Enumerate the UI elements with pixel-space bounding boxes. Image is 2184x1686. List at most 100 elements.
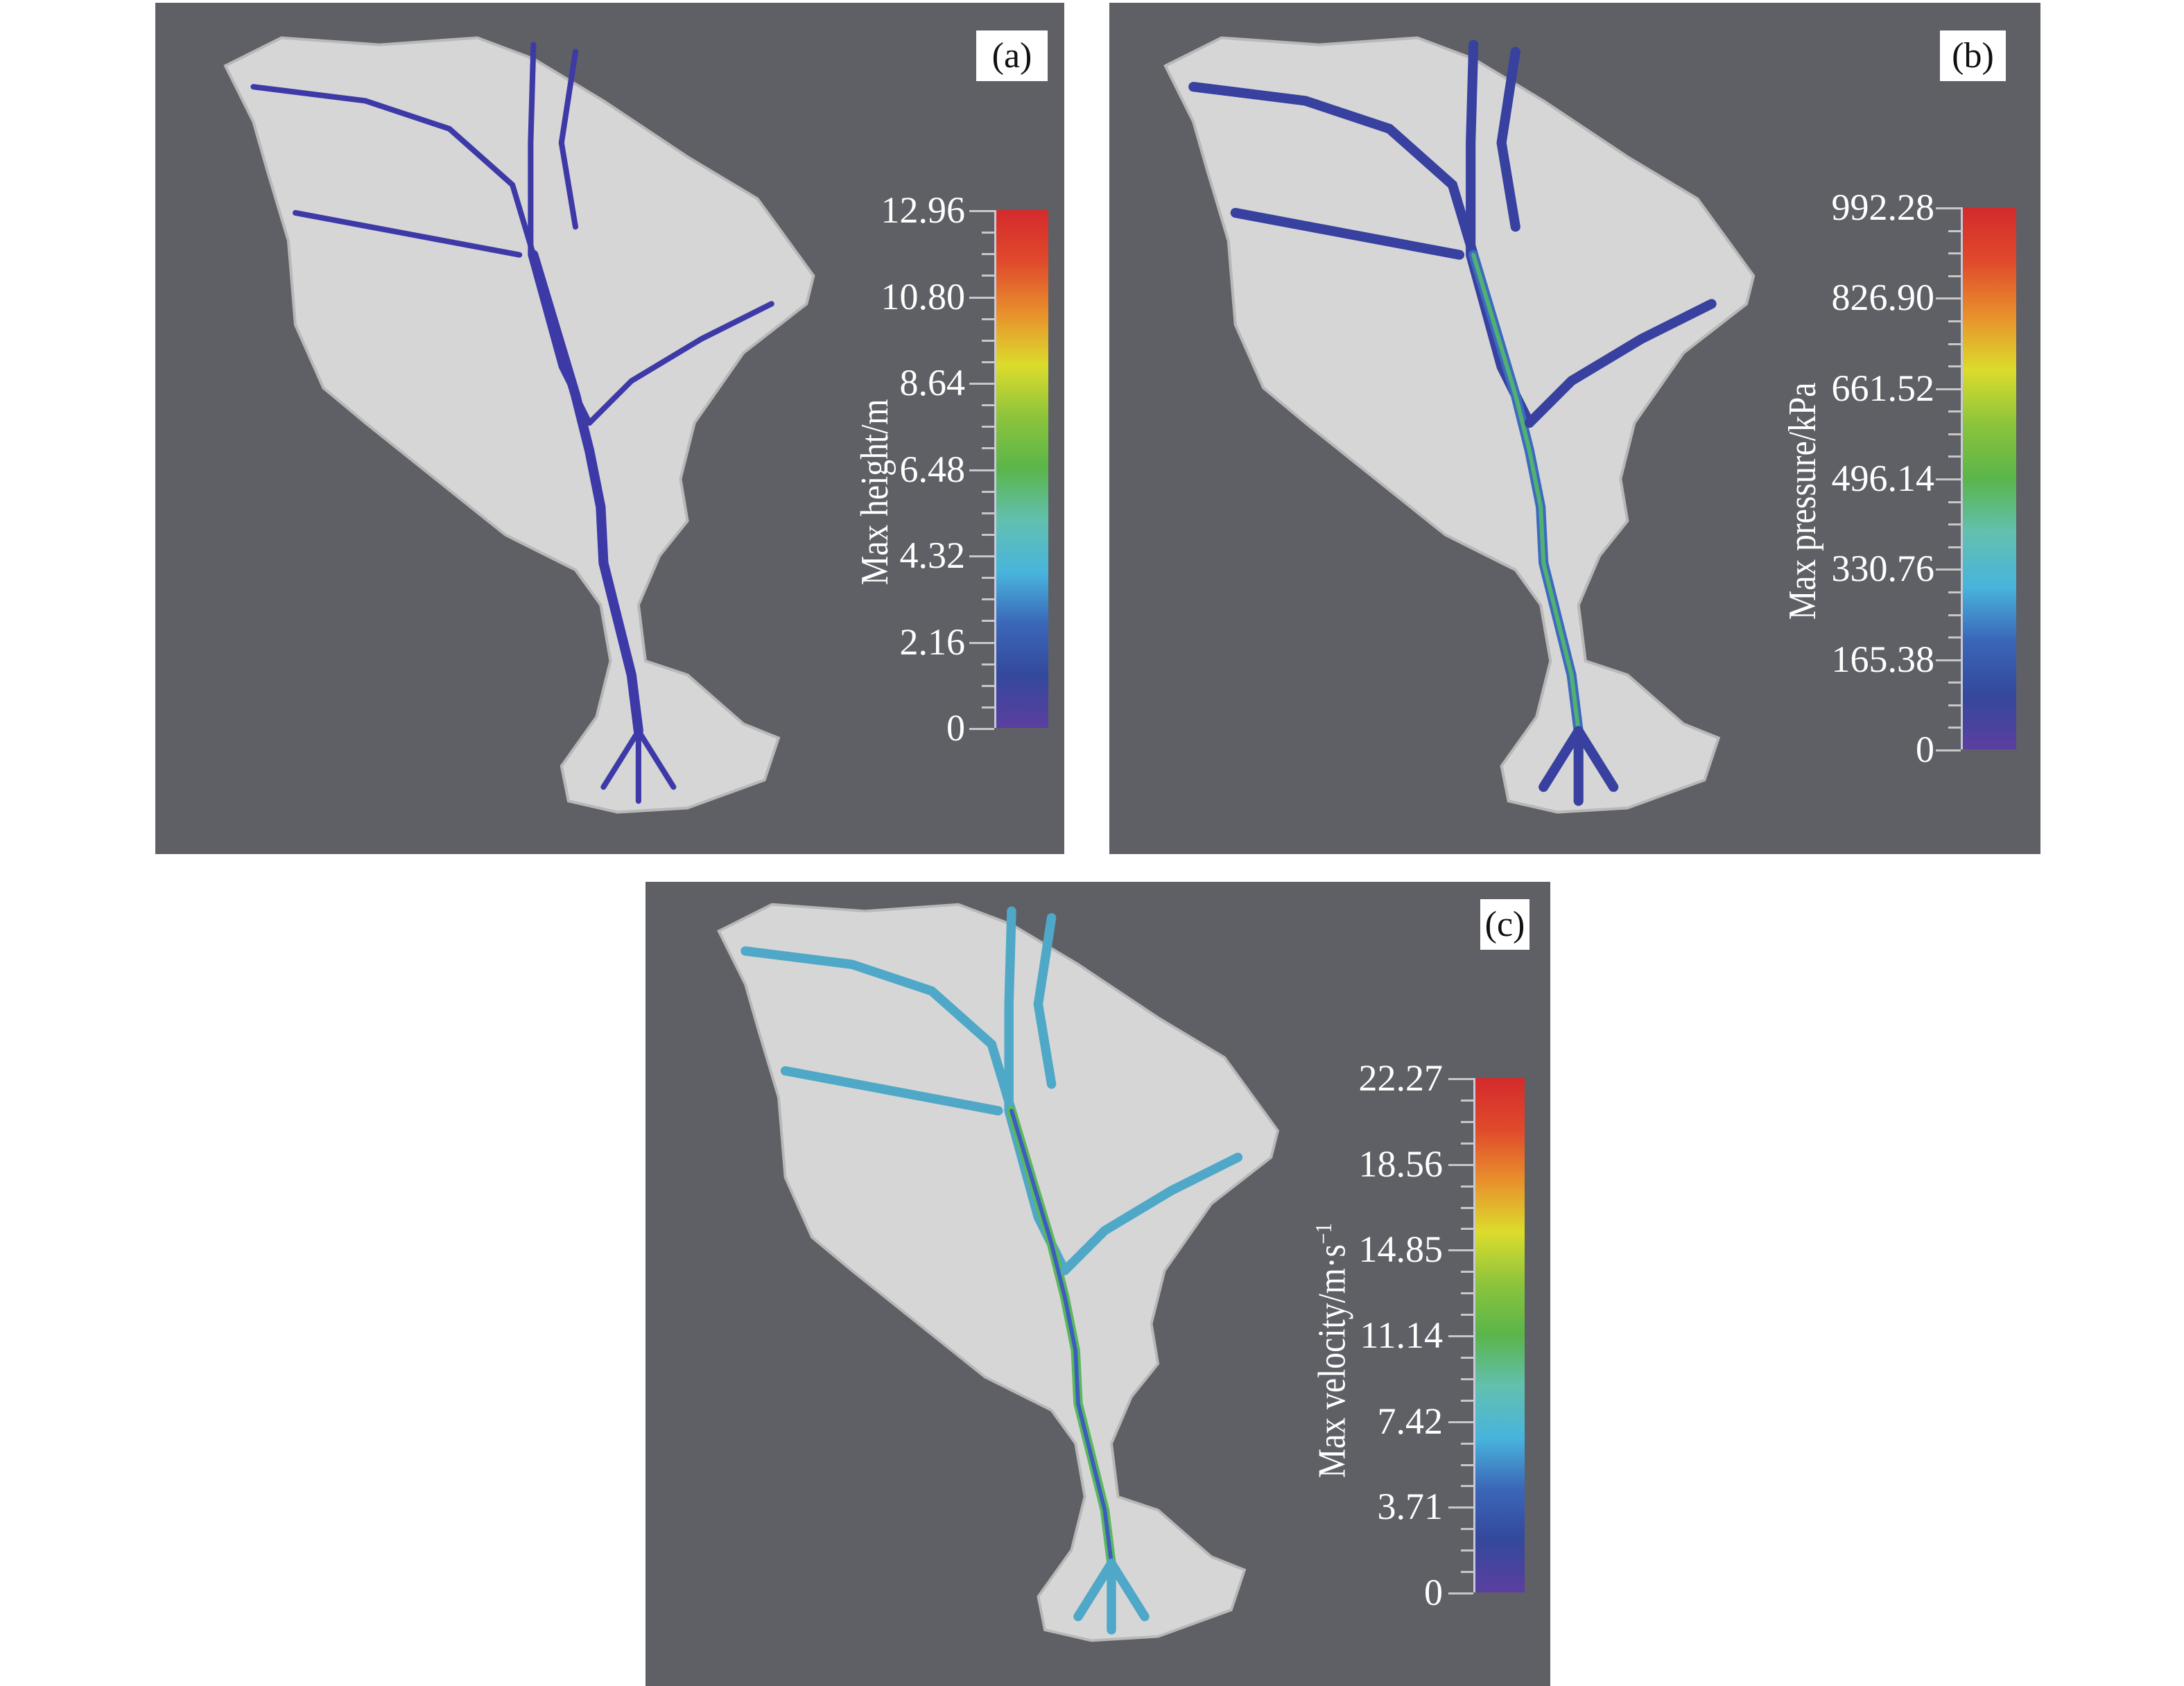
colorbar-tick	[1448, 1335, 1473, 1337]
flow-channel	[292, 209, 523, 258]
panel-a-max-height: (a) 12.96 10.80 8.64 6.48 4.32 2.16 0 Max height…	[155, 3, 1064, 854]
terrain-surface	[717, 903, 1280, 1642]
colorbar-tick	[1948, 410, 1961, 413]
colorbar-tick	[969, 296, 994, 299]
colorbar-tick-label: 3.71	[1377, 1486, 1444, 1528]
colorbar-tick	[1448, 1249, 1473, 1252]
colorbar-tick	[1936, 207, 1961, 209]
flow-channel	[1073, 1558, 1116, 1622]
colorbar-tick	[1948, 704, 1961, 706]
colorbar-tick	[1461, 1228, 1473, 1231]
colorbar-tick	[1461, 1528, 1473, 1531]
colorbar-title: Max pressure/kPa	[1781, 382, 1824, 620]
colorbar-tick	[982, 447, 994, 450]
colorbar-tick	[1936, 388, 1961, 390]
colorbar-tick-label: 10.80	[881, 275, 966, 318]
colorbar-tick	[1461, 1378, 1473, 1380]
colorbar-tick	[1461, 1485, 1473, 1488]
flow-channel	[1230, 207, 1465, 260]
colorbar-tick	[1461, 1206, 1473, 1209]
colorbar-tick	[982, 684, 994, 687]
colorbar-tick	[982, 577, 994, 580]
colorbar-tick	[1448, 1420, 1473, 1423]
colorbar-tick	[969, 641, 994, 644]
colorbar-tick	[1461, 1099, 1473, 1102]
colorbar-tick	[1948, 252, 1961, 255]
flow-channel	[1060, 1152, 1243, 1276]
colorbar-tick	[1448, 1163, 1473, 1166]
colorbar-tick	[1461, 1271, 1473, 1274]
colorbar-tick	[1948, 320, 1961, 322]
flow-channel	[1009, 1109, 1113, 1565]
colorbar-tick-label: 661.52	[1831, 367, 1935, 409]
flow-channel	[1471, 252, 1581, 733]
colorbar-tick	[1948, 365, 1961, 368]
colorbar-tick-label: 496.14	[1831, 458, 1935, 499]
colorbar-tick	[982, 426, 994, 428]
flow-channel	[558, 49, 579, 230]
colorbar-tick	[1461, 1120, 1473, 1123]
colorbar-tick	[1461, 1292, 1473, 1295]
flow-channel	[250, 84, 537, 258]
colorbar-tick	[1448, 1592, 1473, 1594]
colorbar-tick	[1936, 568, 1961, 571]
colorbar-tick-label: 11.14	[1360, 1314, 1444, 1356]
colorbar-tick	[1461, 1549, 1473, 1552]
colorbar-tick	[969, 383, 994, 385]
colorbar-tick	[969, 728, 994, 730]
colorbar-tick	[982, 533, 994, 536]
colorbar-tick	[1461, 1463, 1473, 1466]
colorbar-tick	[1936, 297, 1961, 300]
colorbar-tick	[982, 663, 994, 666]
colorbar-tick-label: 14.85	[1358, 1228, 1444, 1271]
colorbar-tick-label: 6.48	[899, 448, 966, 490]
colorbar-title-text: Max pressure/kPa	[1781, 382, 1824, 620]
colorbar-tick-label: 8.64	[899, 362, 966, 403]
colorbar-tick	[969, 469, 994, 471]
panel-b-max-pressure: (b) 992.28 826.90 661.52 496.14 330.76 165.38 0…	[1109, 3, 2040, 854]
colorbar-tick	[969, 210, 994, 212]
colorbar-tick	[1448, 1506, 1473, 1509]
terrain-surface	[1163, 36, 1756, 814]
colorbar-tick	[982, 253, 994, 256]
colorbar-tick	[1948, 523, 1961, 526]
colorbar-tick	[982, 339, 994, 342]
colorbar-tick	[982, 318, 994, 320]
flow-channel	[587, 301, 774, 426]
colorbar-tick	[1948, 433, 1961, 435]
colorbar-tick-label: 7.42	[1377, 1400, 1444, 1442]
flow-channel	[780, 1066, 1003, 1115]
colorbar-tick	[1461, 1399, 1473, 1402]
colorbar-tick-label: 0	[1916, 729, 1934, 770]
flow-channel	[1033, 913, 1057, 1089]
colorbar-tick-label: 22.27	[1358, 1057, 1444, 1099]
colorbar-tick	[1936, 478, 1961, 480]
colorbar-tick-label: 330.76	[1831, 548, 1935, 590]
panel-label: (a)	[976, 31, 1048, 81]
colorbar-tick	[982, 512, 994, 514]
colorbar-title: Max velocity/m·s−1	[1310, 1223, 1354, 1478]
terrain-map	[1163, 36, 1756, 814]
colorbar-title-text: Max velocity/m·s	[1310, 1244, 1354, 1478]
colorbar-tick	[982, 275, 994, 277]
colorbar-tick	[1461, 1314, 1473, 1316]
colorbar-tick	[1936, 749, 1961, 751]
colorbar-title: Max height/m	[853, 399, 896, 585]
flow-channel	[528, 250, 643, 736]
panel-c-max-velocity: (c) 22.27 18.56 14.85 11.14 7.42 3.71 0 Max velo…	[645, 882, 1550, 1686]
flow-channel	[1573, 726, 1619, 792]
colorbar-title-exponent: −1	[1311, 1223, 1337, 1244]
colorbar-tick	[1936, 659, 1961, 661]
colorbar-tick	[1461, 1571, 1473, 1574]
flow-channel	[600, 728, 641, 790]
colorbar-tick	[1948, 591, 1961, 593]
colorbar-tick	[1948, 614, 1961, 616]
colorbar	[1473, 1078, 1525, 1592]
colorbar	[994, 210, 1048, 728]
flow-channel	[1107, 1558, 1150, 1622]
colorbar-title-text: Max height/m	[853, 399, 896, 585]
colorbar-tick-label: 0	[946, 707, 965, 749]
terrain-map	[223, 36, 815, 814]
colorbar-tick	[982, 598, 994, 601]
colorbar-tick	[1461, 1356, 1473, 1359]
